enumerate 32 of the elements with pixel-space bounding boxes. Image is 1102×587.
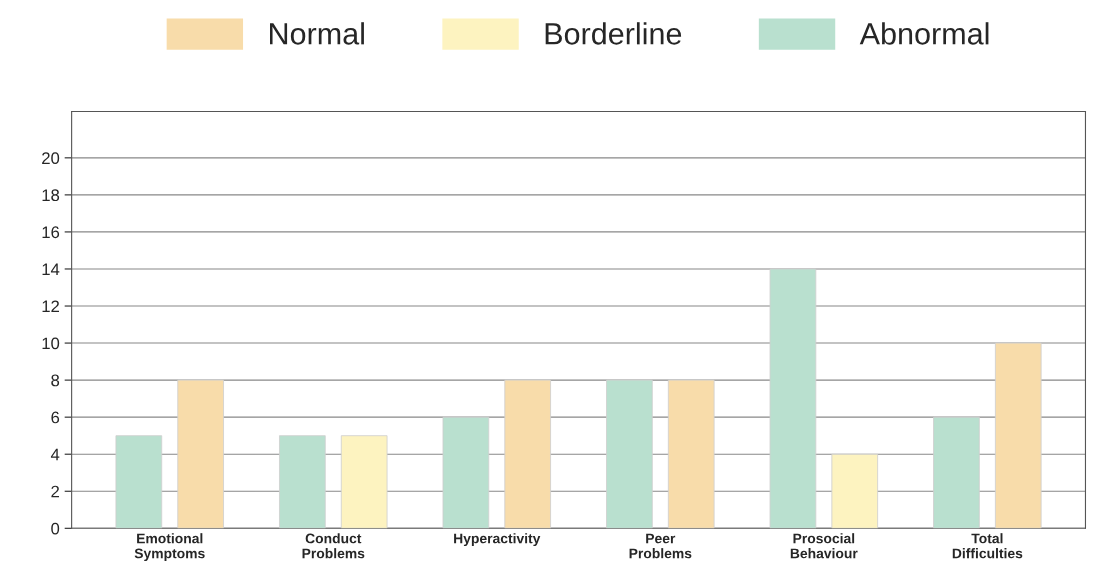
y-tick-label: 6 [51,411,60,424]
y-tick-label: 18 [42,189,60,202]
bar [279,435,326,529]
bar [177,379,224,529]
bar [340,435,388,529]
bar [667,379,715,529]
y-tick-label: 2 [51,485,59,498]
x-tick-label: Peer Problems [629,533,692,559]
x-tick-label: Hyperactivity [454,533,541,547]
bar [769,268,817,529]
bar [606,379,653,529]
y-tick-label: 20 [42,152,60,165]
y-tick-label: 8 [51,374,60,387]
x-tick-label: Emotional Symptoms [134,533,205,562]
bar [442,416,490,529]
y-tick-label: 14 [42,263,60,276]
y-tick-label: 4 [50,448,60,461]
x-tick-label: Conduct Problems [302,533,365,559]
legend-label: Normal [270,22,364,45]
y-tick-label: 0 [51,522,60,535]
bar [831,453,879,529]
legend-label: Borderline [545,22,682,45]
bar [933,416,980,529]
bar [504,379,552,529]
y-tick-label: 10 [42,337,60,350]
bar [994,342,1042,529]
bar [115,435,163,529]
x-tick-label: Total Difficulties [952,533,1023,559]
legend-label: Abnormal [859,22,989,45]
x-tick-label: Prosocial Behaviour [790,533,858,559]
y-tick-label: 16 [42,226,60,239]
y-tick-label: 12 [42,300,59,313]
